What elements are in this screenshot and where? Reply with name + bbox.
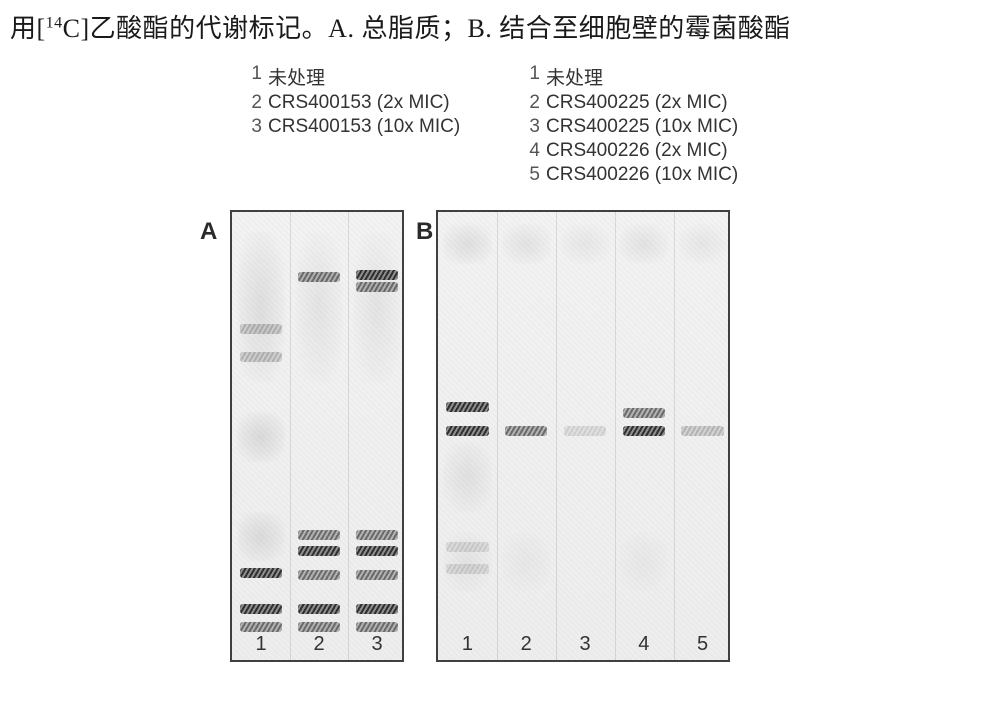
- legend-text: 未处理: [268, 62, 466, 91]
- panel-label-b: B: [416, 218, 433, 246]
- lane-number: 2: [521, 633, 532, 656]
- gel-band: [240, 324, 282, 334]
- lane-number: 2: [313, 633, 324, 656]
- gel-band: [240, 604, 282, 614]
- legend-b-table: 1未处理2CRS400225 (2x MIC)3CRS400225 (10x M…: [518, 62, 744, 187]
- gel-smear: [237, 412, 286, 462]
- gel-band: [298, 570, 340, 580]
- gel-container: A TDM TMM 123 B α α 12345: [230, 210, 762, 680]
- gel-band: [446, 564, 488, 574]
- legend-panel-b: 1未处理2CRS400225 (2x MIC)3CRS400225 (10x M…: [518, 62, 744, 187]
- gel-band: [564, 426, 606, 436]
- legend-text: CRS400153 (2x MIC): [268, 91, 466, 115]
- gel-smear: [678, 224, 727, 264]
- gel-smear: [619, 224, 668, 264]
- gel-band: [356, 622, 398, 632]
- legend-index: 3: [240, 115, 268, 139]
- gel-smear: [353, 232, 402, 382]
- gel-band: [356, 282, 398, 292]
- gel-band: [240, 622, 282, 632]
- gel-band: [356, 604, 398, 614]
- gel-band: [623, 426, 665, 436]
- gel-band: [356, 270, 398, 280]
- lane-separator: [556, 212, 557, 660]
- gel-band: [298, 604, 340, 614]
- legend-text: CRS400226 (2x MIC): [546, 139, 744, 163]
- gel-panel-b: α α 12345: [436, 210, 730, 662]
- lane-number: 5: [697, 633, 708, 656]
- caption-prefix: 用[: [10, 14, 46, 43]
- legend-index: 5: [518, 163, 546, 187]
- legend-index: 2: [240, 91, 268, 115]
- legend-index: 2: [518, 91, 546, 115]
- lane-separator: [497, 212, 498, 660]
- lane-separator: [290, 212, 291, 660]
- panel-label-a: A: [200, 218, 217, 246]
- gel-smear: [502, 224, 551, 264]
- lane-number: 1: [462, 633, 473, 656]
- gel-band: [240, 568, 282, 578]
- legend-text: 未处理: [546, 62, 744, 91]
- legend-text: CRS400153 (10x MIC): [268, 115, 466, 139]
- gel-band: [298, 622, 340, 632]
- legend-panel-a: 1未处理2CRS400153 (2x MIC)3CRS400153 (10x M…: [240, 62, 466, 139]
- gel-smear: [619, 532, 668, 592]
- gel-band: [356, 546, 398, 556]
- legend-text: CRS400225 (2x MIC): [546, 91, 744, 115]
- legend-text: CRS400226 (10x MIC): [546, 163, 744, 187]
- gel-band: [446, 402, 488, 412]
- figure-caption: 用[14C]乙酸酯的代谢标记。A. 总脂质；B. 结合至细胞壁的霉菌酸酯: [10, 8, 791, 45]
- caption-rest: C]乙酸酯的代谢标记。A. 总脂质；B. 结合至细胞壁的霉菌酸酯: [63, 14, 791, 43]
- gel-smear: [295, 232, 344, 382]
- gel-band: [298, 272, 340, 282]
- gel-band: [505, 426, 547, 436]
- gel-smear: [443, 532, 492, 592]
- lane-separator: [615, 212, 616, 660]
- lane-separator: [674, 212, 675, 660]
- gel-smear: [560, 224, 609, 264]
- gel-smear: [502, 532, 551, 592]
- gel-panel-a: TDM TMM 123: [230, 210, 404, 662]
- gel-band: [240, 352, 282, 362]
- legend-a-table: 1未处理2CRS400153 (2x MIC)3CRS400153 (10x M…: [240, 62, 466, 139]
- legend-index: 4: [518, 139, 546, 163]
- gel-smear: [443, 442, 492, 512]
- legend-text: CRS400225 (10x MIC): [546, 115, 744, 139]
- gel-band: [298, 546, 340, 556]
- legend-index: 3: [518, 115, 546, 139]
- legend-index: 1: [240, 62, 268, 91]
- lane-number: 3: [371, 633, 382, 656]
- gel-band: [298, 530, 340, 540]
- gel-band: [356, 530, 398, 540]
- legend-index: 1: [518, 62, 546, 91]
- lane-number: 4: [638, 633, 649, 656]
- lane-number: 1: [255, 633, 266, 656]
- lane-number: 3: [579, 633, 590, 656]
- gel-band: [356, 570, 398, 580]
- gel-smear: [237, 512, 286, 562]
- lane-separator: [348, 212, 349, 660]
- gel-band: [681, 426, 723, 436]
- gel-smear: [443, 224, 492, 264]
- caption-sup: 14: [46, 14, 63, 31]
- gel-band: [446, 426, 488, 436]
- gel-band: [446, 542, 488, 552]
- gel-band: [623, 408, 665, 418]
